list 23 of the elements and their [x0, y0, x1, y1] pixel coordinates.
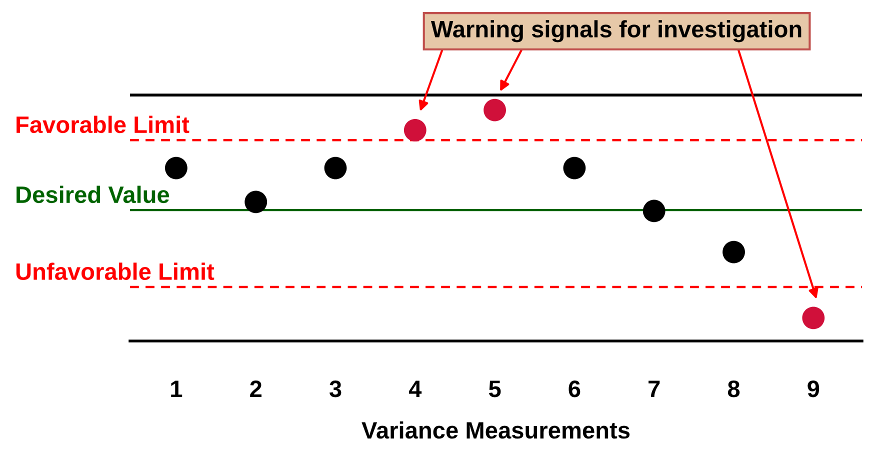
x-tick-label: 5 [488, 380, 501, 398]
x-tick-label: 1 [171, 380, 182, 397]
x-tick-label: 7 [648, 380, 660, 397]
x-tick-label: 8 [728, 380, 740, 398]
x-tick-label: 9 [808, 380, 820, 398]
ref-line-label: Unfavorable Limit [16, 262, 214, 280]
x-tick-label: 3 [329, 380, 342, 398]
ref-line-label: Desired Value [16, 186, 170, 204]
point [642, 200, 666, 222]
ref-line-label: Favorable Limit [16, 116, 190, 134]
point [722, 240, 745, 264]
text: Warning signals for investigation [430, 20, 802, 42]
point [802, 306, 825, 330]
point [165, 156, 188, 180]
x-tick-label: 4 [408, 380, 422, 397]
point [324, 156, 347, 180]
x-axis-title: Variance Measurements [362, 421, 630, 439]
point [244, 190, 268, 214]
point [563, 156, 586, 180]
x-tick-label: 6 [568, 380, 580, 398]
point [404, 118, 426, 142]
point [484, 98, 506, 122]
x-tick-label: 2 [250, 380, 262, 397]
